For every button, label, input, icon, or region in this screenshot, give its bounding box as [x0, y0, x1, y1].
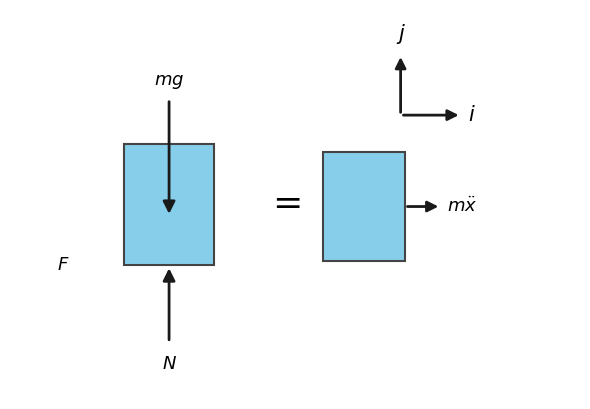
Text: $\mathbf{\mathit{j}}$: $\mathbf{\mathit{j}}$ — [395, 22, 406, 46]
Text: $mg$: $mg$ — [154, 73, 184, 91]
Text: $=$: $=$ — [265, 185, 300, 220]
FancyBboxPatch shape — [323, 152, 405, 261]
Text: $N$: $N$ — [162, 355, 176, 373]
Text: $F$: $F$ — [57, 256, 70, 274]
Text: $\mathbf{\mathit{i}}$: $\mathbf{\mathit{i}}$ — [468, 105, 476, 125]
FancyBboxPatch shape — [124, 144, 214, 265]
Text: $m\ddot{x}$: $m\ddot{x}$ — [447, 197, 478, 216]
